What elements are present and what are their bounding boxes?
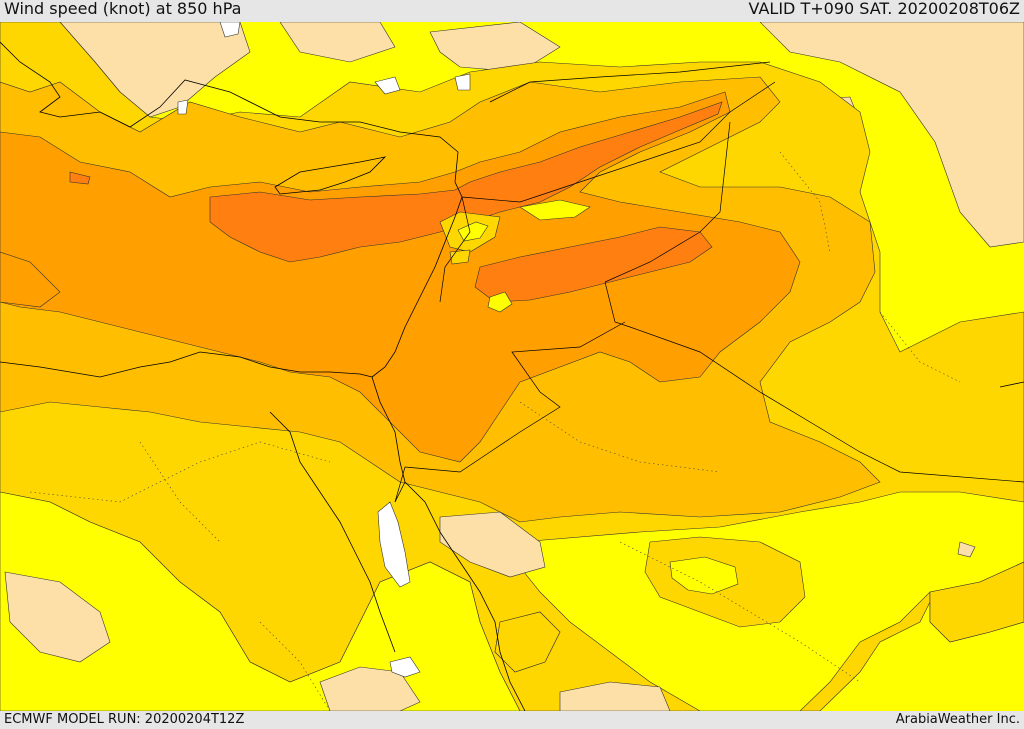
- valid-time: VALID T+090 SAT. 20200208T06Z: [748, 0, 1020, 18]
- dotted-lines: [29, 151, 961, 711]
- header-bar: Wind speed (knot) at 850 hPa VALID T+090…: [0, 0, 1024, 22]
- shading-local-low: [457, 221, 489, 242]
- shading-lowest-south: [4, 511, 976, 711]
- map-title: Wind speed (knot) at 850 hPa: [4, 0, 242, 18]
- shading-low-south-hole: [669, 556, 739, 595]
- model-run: ECMWF MODEL RUN: 20200204T12Z: [4, 712, 245, 727]
- wind-speed-map[interactable]: [0, 22, 1024, 711]
- shading-very-high: [0, 91, 801, 463]
- borders: [394, 61, 1024, 503]
- shading-highest: [69, 101, 723, 303]
- footer-bar: ECMWF MODEL RUN: 20200204T12Z ArabiaWeat…: [0, 711, 1024, 729]
- credit-text: ArabiaWeather Inc.: [895, 712, 1020, 727]
- shading-calm: [177, 22, 471, 678]
- map-canvas: [0, 22, 1024, 711]
- coastlines: [0, 41, 1024, 711]
